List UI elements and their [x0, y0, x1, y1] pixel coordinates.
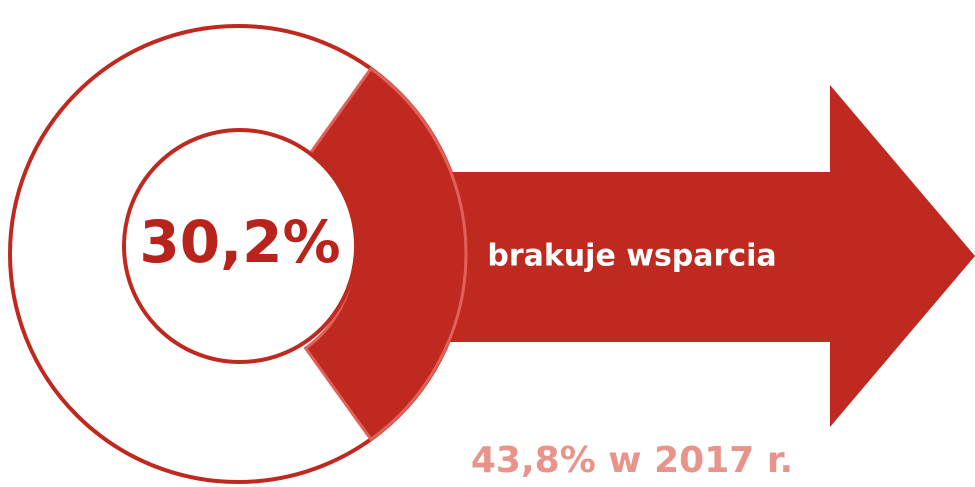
center-label: 30,2%: [139, 208, 340, 276]
arrow: [400, 85, 975, 427]
comparison-label: 43,8% w 2017 r.: [471, 440, 793, 481]
donut-hole: [122, 128, 358, 364]
arrow-label: brakuje wsparcia: [487, 239, 776, 274]
